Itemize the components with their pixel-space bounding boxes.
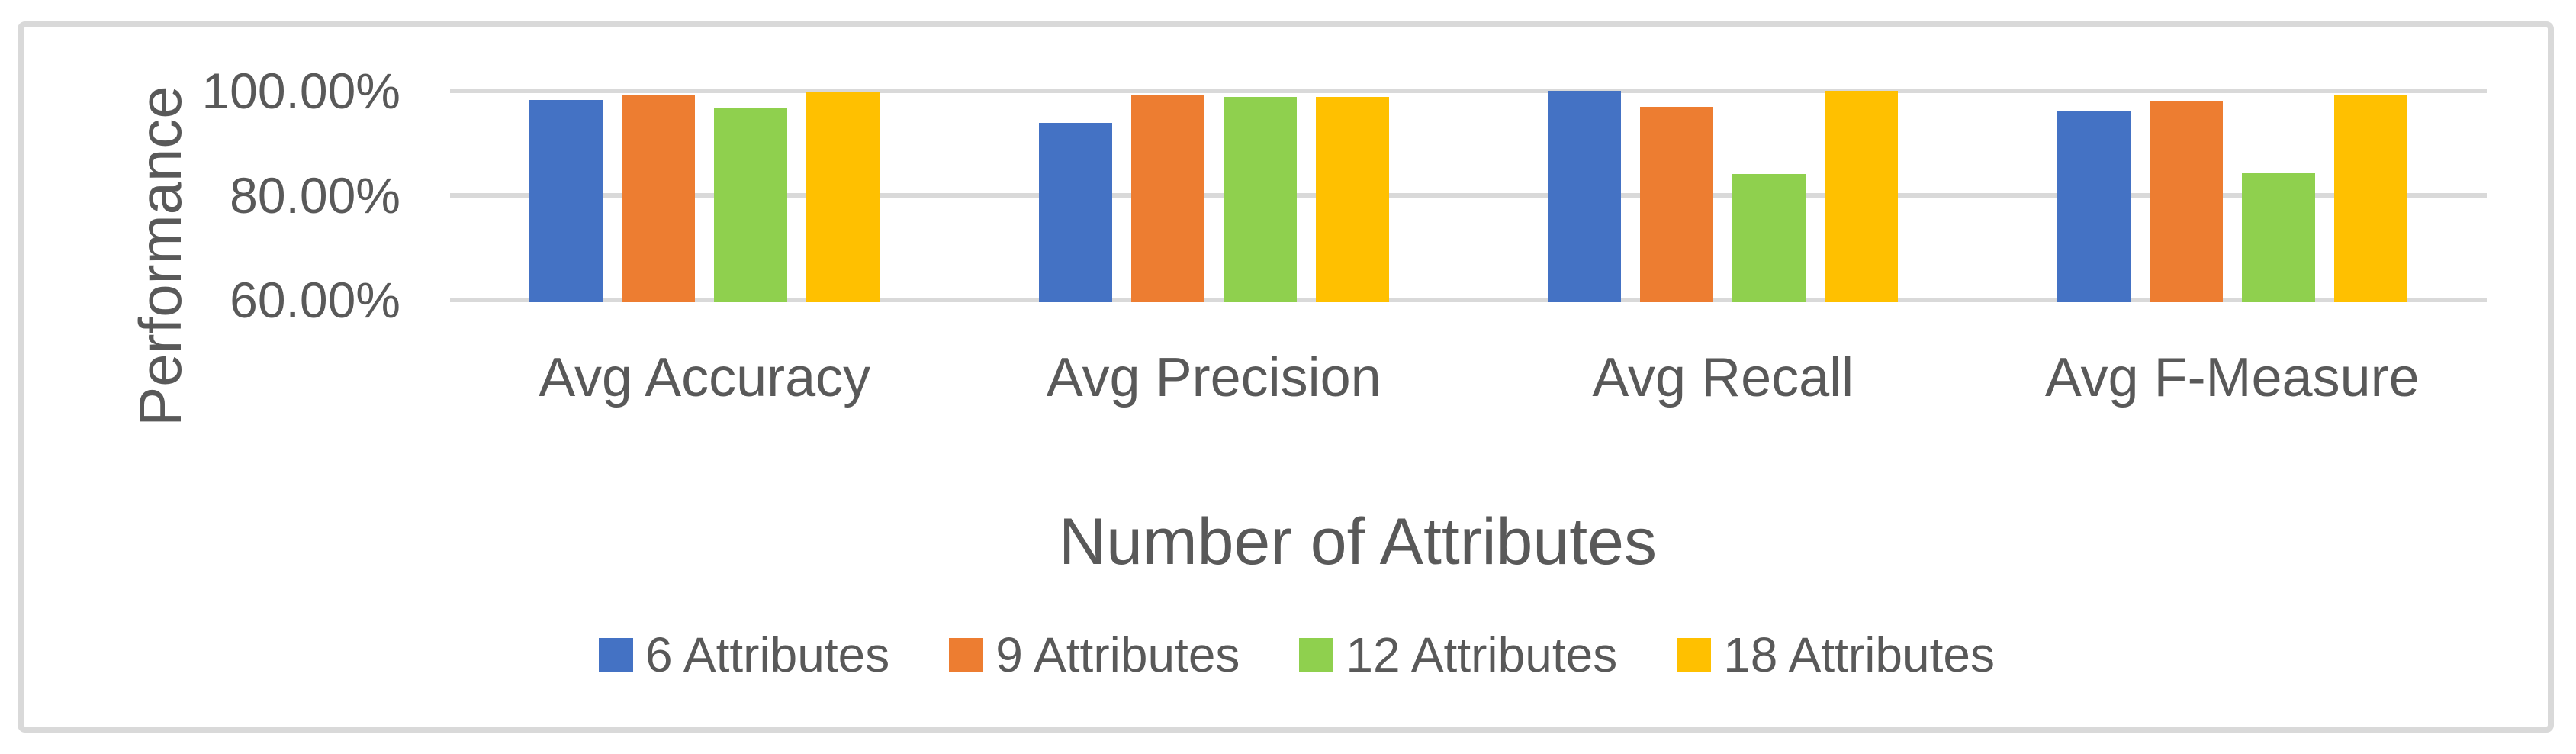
category-label: Avg Accuracy <box>539 347 871 408</box>
category-label: Avg Recall <box>1592 347 1854 408</box>
bar <box>1732 173 1806 302</box>
bar <box>622 94 696 302</box>
bar <box>714 108 788 302</box>
bar <box>2057 111 2131 302</box>
bar <box>529 100 603 302</box>
bar <box>2149 102 2223 302</box>
legend-label: 6 Attributes <box>645 627 890 682</box>
y-axis-title: Performance <box>126 85 194 427</box>
legend-swatch-icon <box>1299 637 1334 672</box>
legend-label: 18 Attributes <box>1723 627 1995 682</box>
x-axis-title: Number of Attributes <box>1059 504 1657 578</box>
legend-swatch-icon <box>1677 637 1712 672</box>
bar <box>1315 96 1389 302</box>
bar <box>1825 91 1899 302</box>
gridline <box>450 89 2487 93</box>
legend-label: 9 Attributes <box>995 627 1240 682</box>
legend-item: 9 Attributes <box>949 630 1240 679</box>
legend-label: 12 Attributes <box>1346 627 1618 682</box>
bar <box>1223 96 1297 302</box>
bar <box>1038 122 1112 302</box>
legend: 6 Attributes 9 Attributes 12 Attributes 18 … <box>0 624 2576 685</box>
bar <box>2241 172 2315 302</box>
bar <box>806 92 880 302</box>
bar <box>2333 94 2407 302</box>
y-tick-label: 100.00% <box>201 63 400 119</box>
bar <box>1640 107 1714 302</box>
category-label: Avg F-Measure <box>2044 347 2420 408</box>
legend-item: 6 Attributes <box>599 630 889 679</box>
legend-item: 12 Attributes <box>1299 630 1617 679</box>
gridline <box>450 193 2487 198</box>
legend-swatch-icon <box>599 637 634 672</box>
y-tick-label: 60.00% <box>230 272 400 328</box>
gridline <box>450 298 2487 302</box>
y-tick-label: 80.00% <box>230 167 400 224</box>
legend-item: 18 Attributes <box>1677 630 1995 679</box>
bar <box>1130 94 1204 302</box>
y-axis-title-box: Performance <box>80 69 240 443</box>
legend-swatch-icon <box>949 637 984 672</box>
category-label: Avg Precision <box>1046 347 1381 408</box>
bar <box>1548 91 1622 302</box>
